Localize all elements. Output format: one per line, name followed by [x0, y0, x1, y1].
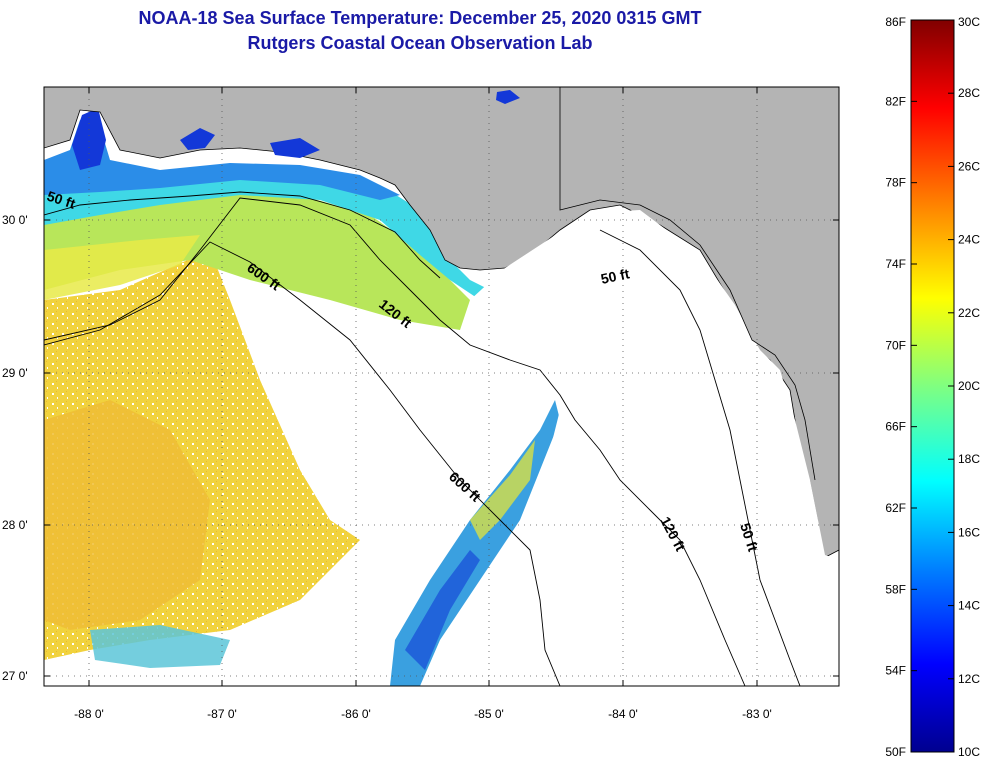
sst-shelf-band: [44, 180, 470, 330]
lat-tick-label: 27 0': [2, 669, 28, 683]
colorbar-f-label: 62F: [885, 501, 906, 515]
sst-bay-deep-blue: [72, 108, 106, 170]
colorbar-c-label: 14C: [958, 599, 980, 613]
contour-label: 50 ft: [599, 265, 631, 287]
colorbar-f-label: 54F: [885, 664, 906, 678]
isobath-50ft-east: [599, 229, 801, 686]
colorbar-c-label: 10C: [958, 745, 980, 759]
colorbar-f-label: 66F: [885, 420, 906, 434]
florida-gulf-coast-edge: [810, 480, 839, 545]
lon-tick-label: -83 0': [742, 707, 772, 721]
florida-land: [559, 87, 839, 536]
lon-tick-label: -88 0': [74, 707, 104, 721]
bay-water: [270, 138, 320, 158]
map-plot-area: 50 ft 600 ft 120 ft 50 ft 600 ft 120 ft …: [44, 87, 839, 686]
sst-warm-core: [44, 400, 210, 630]
lon-tick-label: -85 0': [474, 707, 504, 721]
colorbar-f-label: 74F: [885, 257, 906, 271]
lat-tick-label: 28 0': [2, 518, 28, 532]
colorbar-c-label: 28C: [958, 86, 980, 100]
sst-cool-streak-core: [405, 550, 480, 670]
colorbar-gradient: [910, 19, 955, 753]
sst-cool-streak-warm: [470, 440, 535, 540]
map-title: NOAA-18 Sea Surface Temperature: Decembe…: [138, 8, 702, 28]
lon-tick-label: -84 0': [608, 707, 638, 721]
isobath-50ft: [44, 191, 441, 279]
lon-tick-label: -86 0': [341, 707, 371, 721]
colorbar-c-ticks: 30C 28C 26C 24C 22C 20C 18C 16C 14C 12C 10C: [948, 15, 980, 759]
colorbar-c-label: 12C: [958, 672, 980, 686]
sst-sw-cool-patch: [90, 625, 230, 668]
lat-tick-label: 29 0': [2, 366, 28, 380]
colorbar-f-label: 82F: [885, 94, 906, 108]
lake-water: [496, 90, 520, 104]
lon-tick-label: -87 0': [207, 707, 237, 721]
colorbar-f-label: 50F: [885, 745, 906, 759]
colorbar-c-label: 22C: [958, 306, 980, 320]
colorbar-f-ticks: 86F 82F 78F 74F 70F 66F 62F 58F 54F 50F: [885, 15, 917, 759]
lat-tick-label: 30 0': [2, 213, 28, 227]
colorbar-c-label: 16C: [958, 525, 980, 539]
colorbar-f-label: 70F: [885, 338, 906, 352]
colorbar-c-label: 18C: [958, 452, 980, 466]
colorbar-c-label: 20C: [958, 379, 980, 393]
colorbar-c-label: 26C: [958, 159, 980, 173]
bay-water: [180, 128, 215, 150]
sst-nearshore-blue: [44, 110, 400, 200]
colorbar-f-label: 78F: [885, 176, 906, 190]
sst-shelf-yellow: [44, 235, 200, 300]
map-frame: [43, 86, 840, 687]
colorbar-c-label: 30C: [958, 15, 980, 29]
isobath-120ft: [44, 197, 746, 686]
map-ticks: [44, 87, 839, 686]
colorbar-f-label: 58F: [885, 582, 906, 596]
map-subtitle: Rutgers Coastal Ocean Observation Lab: [247, 33, 593, 53]
sst-nearshore-cyan: [44, 165, 500, 300]
isobath-600ft: [44, 241, 561, 686]
colorbar-f-label: 86F: [885, 15, 906, 29]
colorbar-c-label: 24C: [958, 233, 980, 247]
graticule: [44, 87, 839, 686]
